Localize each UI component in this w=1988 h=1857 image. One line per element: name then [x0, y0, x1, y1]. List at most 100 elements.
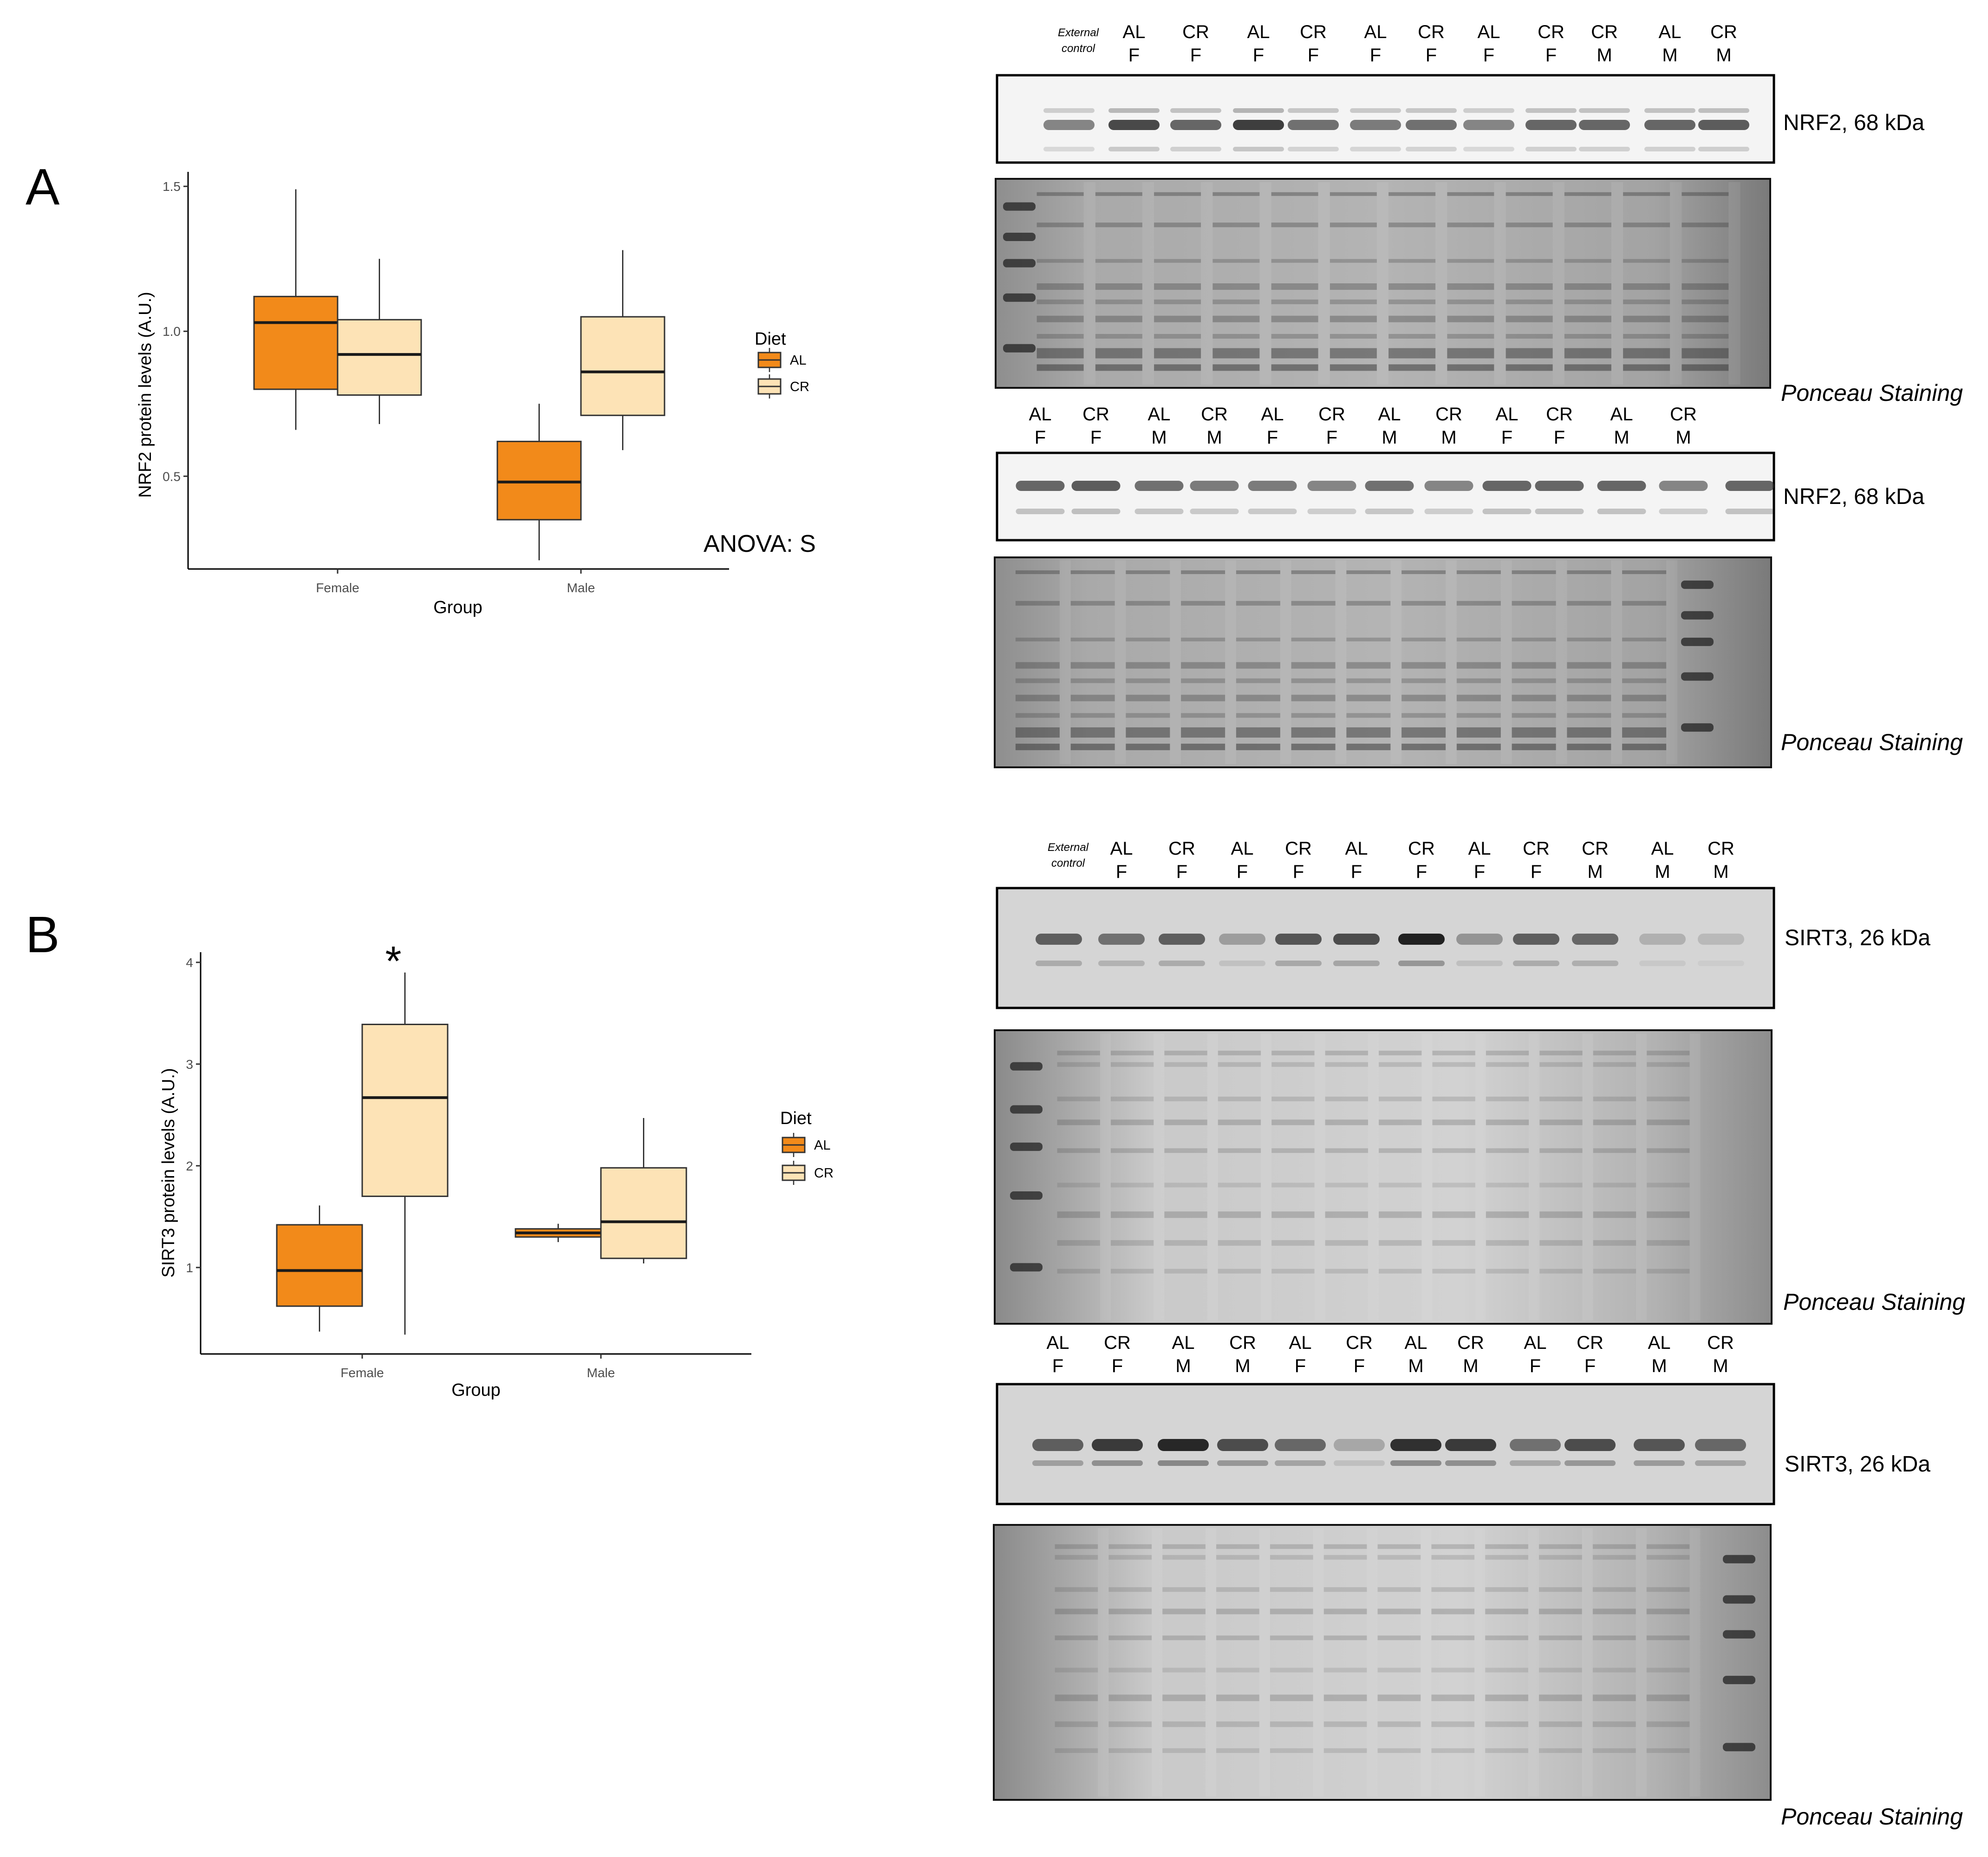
box-iqr: [253, 295, 339, 390]
sirt3-top-lane-diet: CR: [1523, 838, 1550, 859]
sirt3-boxplot: SIRT3 protein levels (A.U.) Group Diet *…: [159, 938, 834, 1400]
sirt3-bottom-lane-diet: CR: [1346, 1333, 1373, 1353]
nrf2-top-lane-sex: M: [1597, 45, 1612, 65]
nrf2-top-lane-sex: F: [1308, 45, 1319, 65]
nrf2-top-lane-diet: AL: [1659, 22, 1682, 42]
y-tick-label: 0.5: [163, 469, 181, 484]
panel-b-letter: B: [26, 906, 59, 963]
nrf2-top-lane-sex: M: [1662, 45, 1677, 65]
y-tick-label: 1.5: [163, 179, 181, 194]
nrf2-top-lane-diet: CR: [1182, 22, 1209, 42]
box-cr-female: [361, 972, 449, 1335]
sirt3-top-lane-sex: F: [1237, 862, 1248, 882]
box-cr-male: [580, 250, 665, 451]
sirt3-bottom-ponceau-label: Ponceau Staining: [1781, 1804, 1963, 1830]
legend-key-cr: [782, 1161, 806, 1185]
nrf2-bottom-lane-diet: AL: [1496, 404, 1519, 425]
nrf2-top-lane-sex: F: [1128, 45, 1140, 65]
sirt3-top-lane-diet: CR: [1285, 838, 1312, 859]
legend-key-al: [757, 348, 782, 372]
legend-key-al: [782, 1133, 806, 1157]
significance-asterisk: *: [385, 938, 401, 985]
sirt3-bottom-lane-sex: F: [1295, 1356, 1306, 1376]
nrf2-top-lane-sex: F: [1190, 45, 1201, 65]
nrf2-bottom-lane-diet: CR: [1670, 404, 1697, 425]
nrf2-bottom-lane-sex: M: [1151, 427, 1167, 448]
x-tick-label: Female: [316, 581, 359, 595]
sirt3-top-blot-image: [996, 887, 1775, 1009]
sirt3-top-lane-diet: CR: [1708, 838, 1734, 859]
sirt3-bottom-lane-diet: AL: [1047, 1333, 1069, 1353]
sirt3-bottom-lane-sex: F: [1112, 1356, 1123, 1376]
nrf2-bottom-lane-sex: M: [1382, 427, 1397, 448]
sirt3-external-control-line1: External: [1048, 841, 1089, 854]
western-blots: [993, 74, 1775, 1801]
nrf2-top-lane-sex: F: [1370, 45, 1381, 65]
sirt3-top-lane-sex: F: [1416, 862, 1427, 882]
sirt3-bottom-lane-sex: M: [1651, 1356, 1667, 1376]
nrf2-top-lane-sex: F: [1483, 45, 1494, 65]
sirt3-top-lane-sex: F: [1293, 862, 1304, 882]
nrf2-top-ponceau-image: [995, 178, 1771, 389]
sirt3-xlabel: Group: [451, 1380, 501, 1400]
nrf2-top-lane-diet: AL: [1123, 22, 1146, 42]
sirt3-top-protein-label: SIRT3, 26 kDa: [1785, 926, 1930, 950]
nrf2-top-lane-diet: AL: [1364, 22, 1387, 42]
box-al-male: [496, 404, 582, 561]
nrf2-legend-title: Diet: [755, 329, 786, 349]
sirt3-top-lane-sex: F: [1176, 862, 1187, 882]
nrf2-top-ponceau-label: Ponceau Staining: [1781, 380, 1963, 406]
sirt3-bottom-lane-sex: F: [1052, 1356, 1063, 1376]
legend-label-al: AL: [790, 353, 806, 368]
sirt3-top-lane-diet: AL: [1110, 838, 1133, 859]
nrf2-top-lane-diet: AL: [1247, 22, 1270, 42]
sirt3-top-lane-diet: AL: [1468, 838, 1491, 859]
x-tick-label: Male: [567, 581, 595, 595]
nrf2-bottom-lane-diet: CR: [1318, 404, 1345, 425]
sirt3-top-lane-diet: CR: [1582, 838, 1609, 859]
sirt3-bottom-lane-diet: CR: [1577, 1333, 1603, 1353]
sirt3-bottom-lane-diet: CR: [1229, 1333, 1256, 1353]
legend-label-cr: CR: [790, 379, 809, 394]
sirt3-bottom-lane-sex: M: [1408, 1356, 1423, 1376]
sirt3-top-lane-diet: CR: [1408, 838, 1435, 859]
nrf2-bottom-lane-diet: CR: [1082, 404, 1109, 425]
nrf2-bottom-lane-diet: AL: [1610, 404, 1633, 425]
sirt3-bottom-lane-diet: CR: [1707, 1333, 1734, 1353]
nrf2-external-control-line2: control: [1062, 42, 1095, 55]
sirt3-top-lane-diet: CR: [1168, 838, 1195, 859]
nrf2-bottom-lane-sex: F: [1035, 427, 1046, 448]
nrf2-bottom-lane-sex: F: [1326, 427, 1337, 448]
nrf2-top-lane-diet: CR: [1710, 22, 1737, 42]
sirt3-bottom-lane-sex: M: [1235, 1356, 1250, 1376]
legend-label-al: AL: [814, 1138, 830, 1153]
sirt3-top-lane-sex: F: [1351, 862, 1362, 882]
box-cr-female: [337, 259, 422, 424]
sirt3-bottom-lane-diet: AL: [1289, 1333, 1312, 1353]
nrf2-top-lane-diet: AL: [1478, 22, 1500, 42]
sirt3-top-lane-sex: M: [1587, 862, 1603, 882]
sirt3-bottom-lane-sex: M: [1713, 1356, 1728, 1376]
nrf2-bottom-lane-diet: CR: [1546, 404, 1573, 425]
sirt3-top-lane-sex: F: [1474, 862, 1485, 882]
sirt3-bottom-lane-sex: F: [1530, 1356, 1541, 1376]
sirt3-bottom-lane-diet: CR: [1104, 1333, 1131, 1353]
box-cr-male: [600, 1118, 687, 1264]
box-iqr: [496, 440, 582, 521]
sirt3-bottom-protein-label: SIRT3, 26 kDa: [1785, 1452, 1930, 1477]
nrf2-top-lane-sex: F: [1426, 45, 1437, 65]
sirt3-bottom-lane-sex: M: [1175, 1356, 1191, 1376]
sirt3-top-ponceau-label: Ponceau Staining: [1783, 1289, 1965, 1315]
nrf2-bottom-lane-diet: AL: [1029, 404, 1052, 425]
sirt3-top-lane-sex: F: [1116, 862, 1127, 882]
nrf2-bottom-lane-diet: AL: [1148, 404, 1171, 425]
nrf2-bottom-lane-sex: M: [1614, 427, 1629, 448]
sirt3-top-lane-diet: AL: [1345, 838, 1368, 859]
box-iqr: [276, 1224, 363, 1307]
box-al-male: [515, 1223, 602, 1242]
nrf2-bottom-lane-sex: F: [1554, 427, 1565, 448]
nrf2-top-lane-sex: M: [1716, 45, 1731, 65]
nrf2-bottom-lane-sex: F: [1267, 427, 1278, 448]
box-iqr: [600, 1167, 687, 1259]
